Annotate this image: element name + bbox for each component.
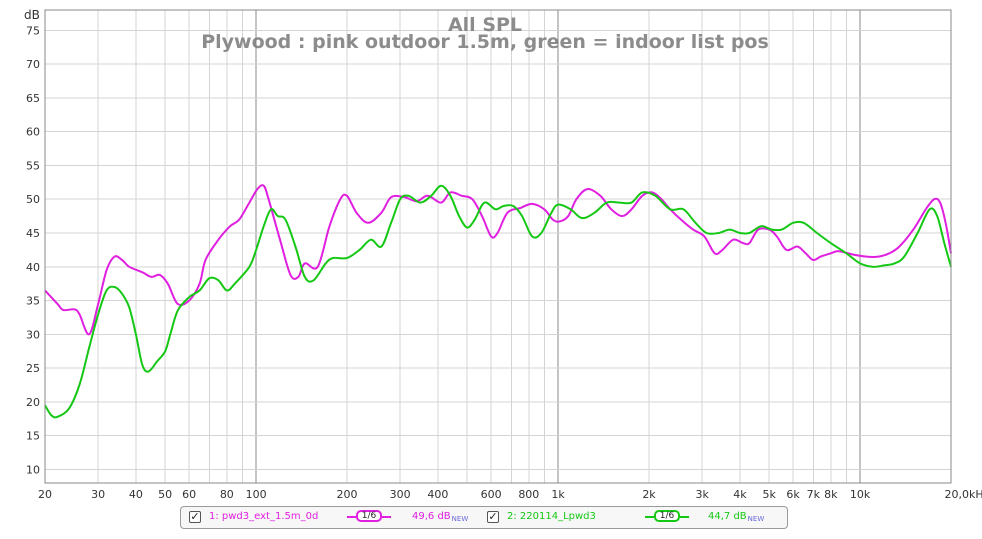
chart-subtitle: Plywood : pink outdoor 1.5m, green = ind…	[201, 31, 769, 53]
series-1-label: 1: pwd3_ext_1.5m_0d	[209, 511, 319, 522]
x-tick-label: 1k	[551, 488, 565, 501]
series-2-line-badge[interactable]: 1/6	[645, 510, 689, 524]
x-tick-label: 2k	[642, 488, 656, 501]
x-tick-label: 4k	[733, 488, 747, 501]
series-1-checkbox[interactable]: ✓	[189, 510, 201, 523]
series-1-line-badge[interactable]: 1/6	[347, 510, 391, 524]
y-tick-label: 70	[26, 58, 40, 71]
legend: ✓ 1: pwd3_ext_1.5m_0d 1/6 49,6 dBNEW ✓ 2…	[180, 506, 788, 529]
x-tick-label: 300	[390, 488, 411, 501]
y-axis-label: dB	[24, 8, 40, 22]
x-tick-label: 600	[481, 488, 502, 501]
legend-entry-series-1: ✓ 1: pwd3_ext_1.5m_0d 1/6 49,6 dBNEW	[187, 510, 487, 526]
y-tick-label: 65	[26, 92, 40, 105]
x-tick-label: 50	[158, 488, 172, 501]
x-tick-label: 20,0kHz	[945, 488, 982, 501]
plot-frame	[44, 9, 952, 484]
x-tick-label: 200	[337, 488, 358, 501]
series-line-2	[44, 184, 952, 419]
y-tick-label: 15	[26, 430, 40, 443]
series-2-label: 2: 220114_Lpwd3	[507, 511, 596, 522]
y-tick-label: 20	[26, 396, 40, 409]
y-tick-label: 30	[26, 328, 40, 341]
y-tick-label: 25	[26, 362, 40, 375]
x-tick-label: 80	[220, 488, 234, 501]
chart-title: All SPL	[448, 14, 522, 36]
y-tick-label: 10	[26, 463, 40, 476]
x-tick-label: 20	[38, 488, 52, 501]
y-tick-label: 55	[26, 159, 40, 172]
legend-entry-series-2: ✓ 2: 220114_Lpwd3 1/6 44,7 dBNEW	[485, 510, 785, 526]
x-tick-label: 7k	[807, 488, 821, 501]
x-tick-label: 40	[129, 488, 143, 501]
x-tick-label: 8k	[824, 488, 838, 501]
series-line-1	[44, 184, 952, 336]
x-tick-label: 400	[427, 488, 448, 501]
x-tick-label: 60	[182, 488, 196, 501]
x-tick-label: 5k	[762, 488, 776, 501]
y-tick-label: 75	[26, 24, 40, 37]
y-tick-label: 50	[26, 193, 40, 206]
x-tick-label: 6k	[786, 488, 800, 501]
series-2-smoothing: 1/6	[659, 511, 675, 521]
x-tick-label: 30	[91, 488, 105, 501]
series-2-level: 44,7 dBNEW	[708, 511, 765, 523]
y-tick-label: 45	[26, 227, 40, 240]
y-tick-label: 35	[26, 295, 40, 308]
x-tick-label: 100	[246, 488, 267, 501]
series-1-smoothing: 1/6	[361, 511, 377, 521]
x-tick-label: 3k	[695, 488, 709, 501]
series-2-checkbox[interactable]: ✓	[487, 510, 499, 523]
series-1-level: 49,6 dBNEW	[412, 511, 469, 523]
x-tick-label: 10k	[850, 488, 871, 501]
y-tick-label: 40	[26, 261, 40, 274]
y-tick-label: 60	[26, 126, 40, 139]
x-tick-label: 800	[518, 488, 539, 501]
